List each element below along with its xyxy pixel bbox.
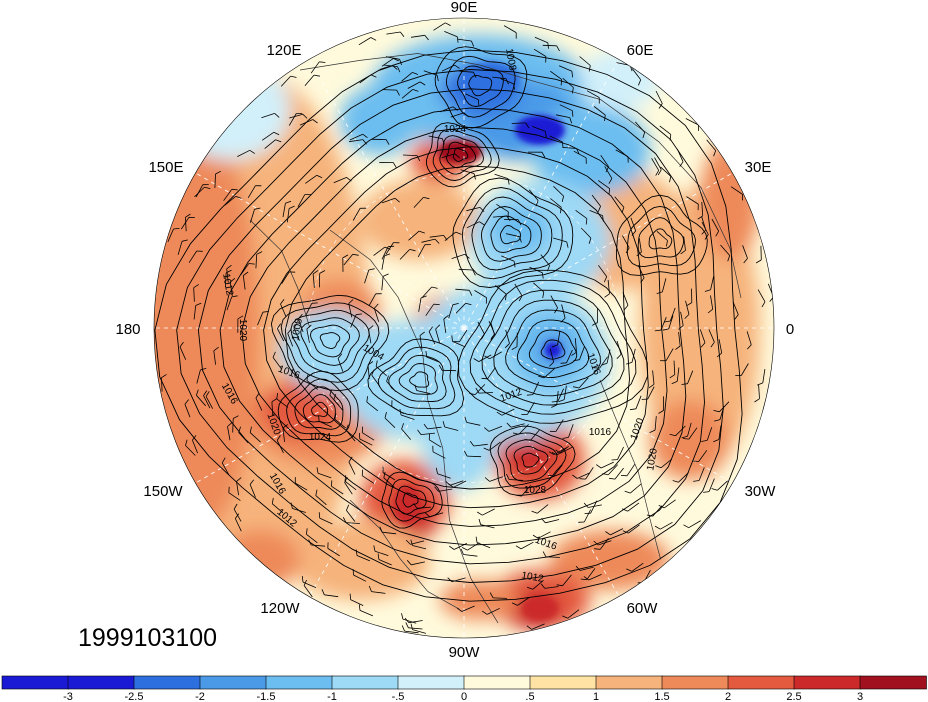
contour-label: 1024 [309,432,332,443]
anomaly-core [445,150,465,160]
lon-label-30w: 30W [745,483,777,500]
anomaly-blob [360,180,480,260]
anomaly-blob [420,370,500,490]
lon-label-120e: 120E [266,42,301,59]
contour-label: 1016 [589,427,612,438]
colorbar-tick-label: -2.5 [125,691,144,702]
colorbar-box [728,676,795,689]
contour-label: 1020 [237,319,248,342]
lon-label-150w: 150W [143,483,183,500]
lon-label-60w: 60W [627,600,659,617]
colorbar-tick-label: -3 [63,691,73,702]
lon-label-180: 180 [115,321,140,338]
colorbar: -3 -2.5 -2 -1.5 -1 -.5 0 .5 1 1.5 2 2.5 3 [2,676,927,702]
lon-label-90w: 90W [449,644,481,661]
colorbar-tick-label: -2 [195,691,205,702]
anomaly-core [522,596,558,620]
colorbar-tick-label: 3 [857,691,863,702]
lon-label-0: 0 [786,321,794,338]
colorbar-box [398,676,465,689]
colorbar-tick-label: 1 [593,691,599,702]
colorbar-box [266,676,333,689]
colorbar-tick-label: -1 [327,691,337,702]
anomaly-blob [220,530,300,590]
lon-label-60e: 60E [627,42,654,59]
anomaly-blob [170,60,290,160]
colorbar-box [68,676,135,689]
colorbar-tick-label: 1.5 [654,691,669,702]
anomaly-core [545,342,561,358]
colorbar-box [530,676,597,689]
lon-label-30e: 30E [745,159,772,176]
date-label: 1999103100 [78,624,217,652]
colorbar-box [332,676,399,689]
colorbar-tick-label: 2 [725,691,731,702]
colorbar-box [200,676,267,689]
colorbar-box [464,676,531,689]
lon-label-150e: 150E [148,159,183,176]
anomaly-blob [680,570,760,630]
colorbar-box [662,676,729,689]
colorbar-tick-label: 2.5 [786,691,801,702]
lon-label-90e: 90E [451,0,478,16]
colorbar-box [134,676,201,689]
colorbar-tick-label: -.5 [392,691,405,702]
colorbar-box [794,676,861,689]
colorbar-tick-label: 0 [461,691,467,702]
colorbar-tick-label: -1.5 [257,691,276,702]
contour-label: 1028 [524,485,547,496]
lon-label-120w: 120W [260,600,300,617]
colorbar-box [596,676,663,689]
contour-label: 1024 [444,124,467,135]
colorbar-tick-label: .5 [525,691,534,702]
colorbar-box [2,676,69,689]
anomaly-core [515,115,565,145]
anomaly-blob [580,50,660,110]
colorbar-box [860,676,927,689]
